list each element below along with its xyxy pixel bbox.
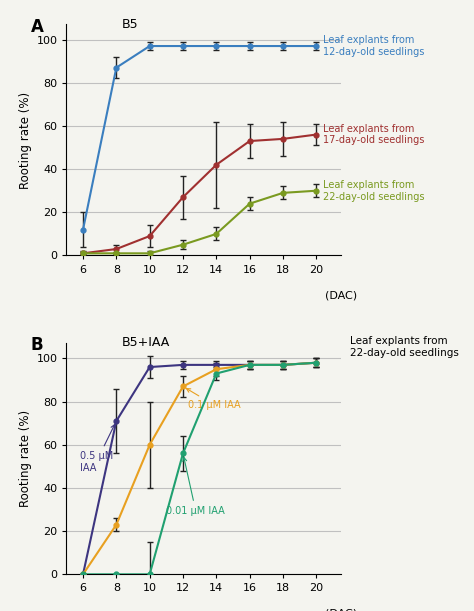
Y-axis label: Rooting rate (%): Rooting rate (%) <box>19 410 32 507</box>
Text: 0.5 μM
IAA: 0.5 μM IAA <box>80 425 115 473</box>
Text: 0.1 μM IAA: 0.1 μM IAA <box>186 389 241 410</box>
Text: Leaf explants from
12-day-old seedlings: Leaf explants from 12-day-old seedlings <box>323 35 424 57</box>
Text: (DAC): (DAC) <box>326 290 357 300</box>
Text: B: B <box>31 337 43 354</box>
Text: A: A <box>31 18 44 35</box>
Text: Leaf explants from
22-day-old seedlings: Leaf explants from 22-day-old seedlings <box>349 337 458 358</box>
Text: Leaf explants from
22-day-old seedlings: Leaf explants from 22-day-old seedlings <box>323 180 424 202</box>
Y-axis label: Rooting rate (%): Rooting rate (%) <box>19 92 32 189</box>
Text: 0.01 μM IAA: 0.01 μM IAA <box>166 458 225 516</box>
Text: B5: B5 <box>121 18 138 31</box>
Text: B5+IAA: B5+IAA <box>121 337 170 349</box>
Text: (DAC): (DAC) <box>326 609 357 611</box>
Text: Leaf explants from
17-day-old seedlings: Leaf explants from 17-day-old seedlings <box>323 124 424 145</box>
